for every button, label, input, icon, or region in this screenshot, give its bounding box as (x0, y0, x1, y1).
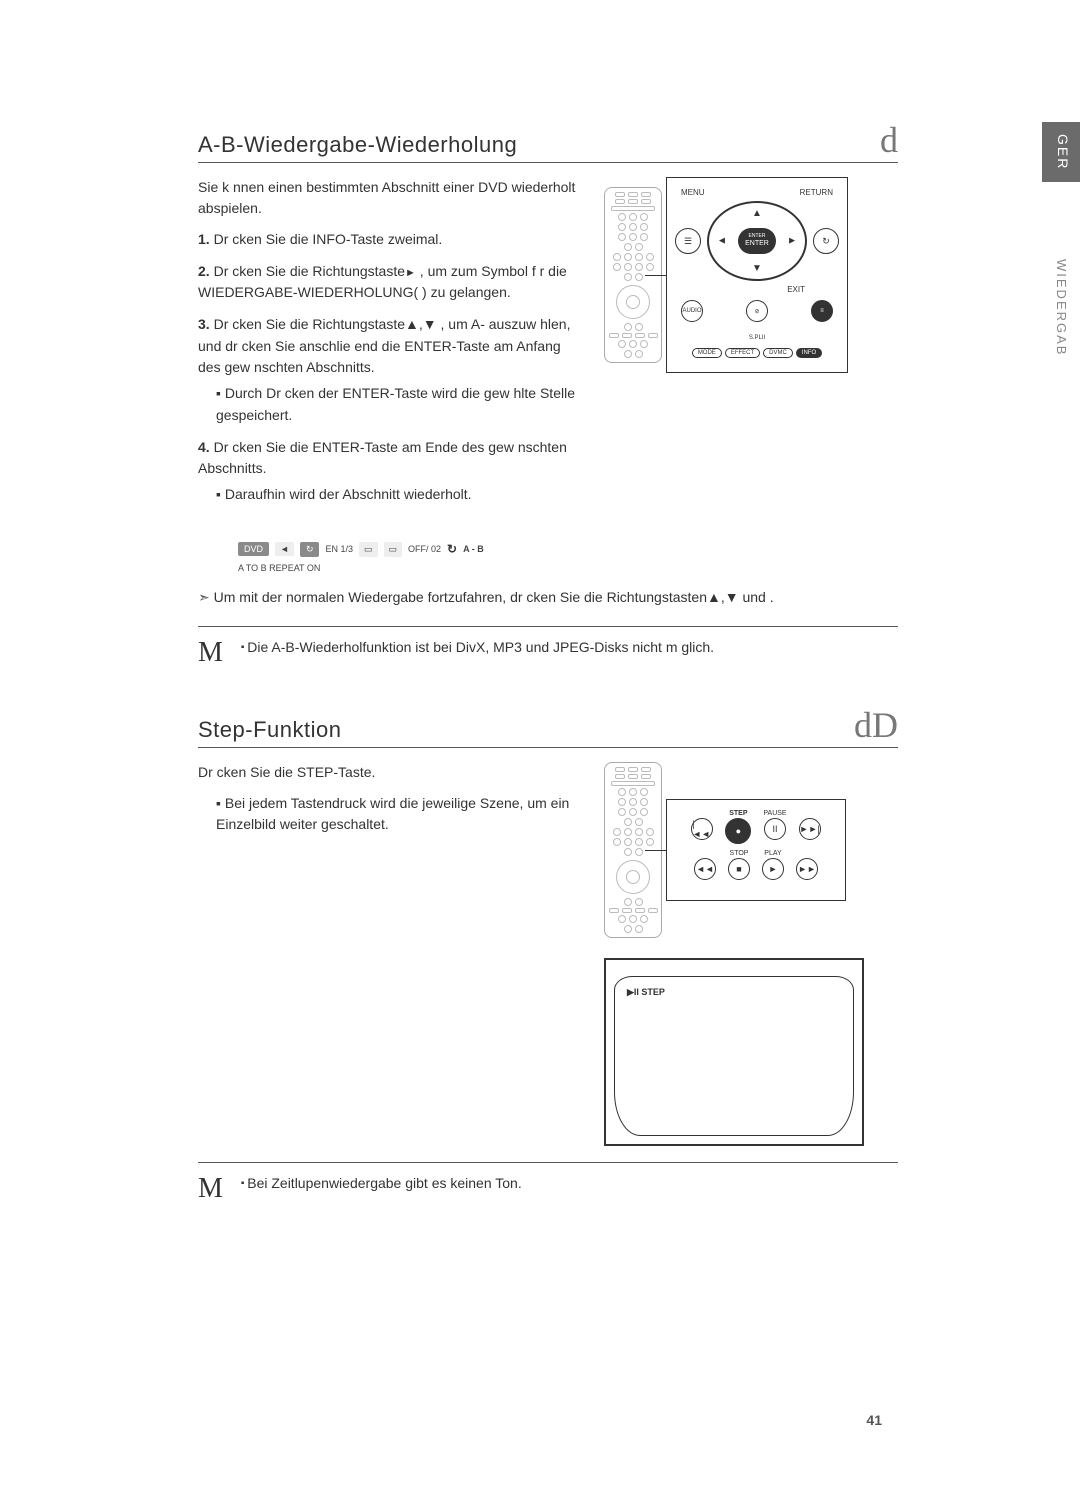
step-3-a: Dr cken Sie die Richtungstaste (214, 316, 405, 332)
return-button[interactable]: ↻ (813, 228, 839, 254)
osd-repeat2-icon: ↻ (447, 542, 457, 556)
lang-tab: GER (1042, 122, 1080, 182)
next-button[interactable]: ►►| (799, 818, 821, 840)
step-label: STEP (729, 810, 747, 817)
step-2: 2. Dr cken Sie die Richtungstaste► , um … (198, 261, 584, 304)
dpad[interactable]: ▲ ▼ ◄ ► ENTER ENTER (707, 201, 807, 281)
menu-button[interactable]: ☰ (675, 228, 701, 254)
audio-button[interactable]: AUDIO (681, 300, 703, 322)
dpad-left-icon: ◄ (717, 236, 727, 247)
section2-header: Step-Funktion dD (198, 707, 898, 748)
play-label: PLAY (764, 850, 781, 857)
osd-box1: ▭ (359, 542, 378, 557)
section1-note-text: Die A-B-Wiederholfunktion ist bei DivX, … (241, 639, 714, 655)
tv-screen: ▶II STEP (604, 958, 864, 1146)
note-mark-icon-2: M (198, 1175, 223, 1203)
osd-off: OFF/ 02 (408, 544, 441, 554)
remote-figure-2: |◄◄ STEP ● PAUSE II ►►| (604, 762, 898, 938)
remote-figure-1: MENU RETURN ☰ ▲ ▼ ◄ ► ENTER ENTER (604, 177, 898, 373)
blank-label-4 (806, 850, 808, 857)
osd-ab: A - B (463, 544, 484, 554)
section2-note: M Bei Zeitlupenwiedergabe gibt es keinen… (198, 1162, 898, 1203)
step-4: 4. Dr cken Sie die ENTER-Taste am Ende d… (198, 437, 584, 506)
transport-callout: |◄◄ STEP ● PAUSE II ►►| (666, 799, 846, 901)
step-2-a: Dr cken Sie die Richtungstaste (214, 263, 405, 279)
step-4-sub-text: Daraufhin wird der Abschnitt wiederholt. (225, 486, 472, 502)
enter-button[interactable]: ENTER ENTER (738, 228, 776, 254)
updown-tri-icon: ▲,▼ (405, 316, 437, 332)
section1-figure: MENU RETURN ☰ ▲ ▼ ◄ ► ENTER ENTER (604, 177, 898, 516)
prev-button[interactable]: |◄◄ (691, 818, 713, 840)
step-1: 1. Dr cken Sie die INFO-Taste zweimal. (198, 229, 584, 251)
mode-pill[interactable]: MODE (692, 348, 722, 358)
tv-osd-text: ▶II STEP (627, 987, 665, 998)
right-tri-icon: ► (405, 267, 416, 279)
section1-note: M Die A-B-Wiederholfunktion ist bei DivX… (198, 626, 898, 667)
section2-line2-text: Bei jedem Tastendruck wird die jeweilige… (216, 795, 569, 832)
page-content: A-B-Wiedergabe-Wiederholung d Sie k nnen… (198, 122, 898, 1243)
exit-button[interactable]: ⊘ (746, 300, 768, 322)
osd-arrow-icon: ◄ (275, 542, 294, 556)
blank-label-3 (704, 850, 706, 857)
pause-label: PAUSE (763, 810, 786, 817)
blank-label (701, 810, 703, 817)
section1-intro: Sie k nnen einen bestimmten Abschnitt ei… (198, 177, 584, 219)
step-3: 3. Dr cken Sie die Richtungstaste▲,▼ , u… (198, 314, 584, 426)
section2-note-text: Bei Zeitlupenwiedergabe gibt es keinen T… (241, 1175, 522, 1191)
blank-label-2 (809, 810, 811, 817)
dpad-down-icon: ▼ (752, 263, 762, 274)
osd-dvd: DVD (238, 542, 269, 556)
subtitle-button[interactable]: ≡ (811, 300, 833, 322)
dvmc-pill[interactable]: DVMC (763, 348, 793, 358)
step-4-sub: ▪ Daraufhin wird der Abschnitt wiederhol… (216, 484, 584, 506)
osd-repeat-icon: ↻ (300, 542, 320, 557)
ffwd-button[interactable]: ►► (796, 858, 818, 880)
section1-body: Sie k nnen einen bestimmten Abschnitt ei… (198, 177, 898, 516)
section2-line2: ▪ Bei jedem Tastendruck wird die jeweili… (216, 793, 584, 835)
step-3-sub-text: Durch Dr cken der ENTER-Taste wird die g… (216, 385, 575, 423)
section2-body: Dr cken Sie die STEP-Taste. ▪ Bei jedem … (198, 762, 898, 1146)
step-1-text: Dr cken Sie die INFO-Taste zweimal. (214, 231, 443, 247)
page-number: 41 (866, 1412, 882, 1428)
resume-line: Um mit der normalen Wiedergabe fortzufah… (198, 587, 898, 608)
stop-button[interactable]: ■ (728, 858, 750, 880)
effect-pill[interactable]: EFFECT (725, 348, 760, 358)
pls-label: S.PLII (749, 335, 765, 341)
dpad-callout: MENU RETURN ☰ ▲ ▼ ◄ ► ENTER ENTER (666, 177, 848, 373)
pause-button[interactable]: II (764, 818, 786, 840)
section1-title: A-B-Wiedergabe-Wiederholung (198, 132, 517, 158)
section1-icon: d (880, 122, 898, 158)
menu-label: MENU (681, 188, 705, 197)
step-4-text: Dr cken Sie die ENTER-Taste am Ende des … (198, 439, 567, 477)
step-3-sub: ▪ Durch Dr cken der ENTER-Taste wird die… (216, 383, 584, 426)
tv-inner: ▶II STEP (614, 976, 854, 1136)
section2-figure: |◄◄ STEP ● PAUSE II ►►| (604, 762, 898, 1146)
rew-button[interactable]: ◄◄ (694, 858, 716, 880)
info-pill[interactable]: INFO (796, 348, 822, 358)
return-label: RETURN (800, 188, 833, 197)
exit-label: EXIT (675, 285, 805, 294)
note-mark-icon: M (198, 639, 223, 667)
stop-label: STOP (730, 850, 749, 857)
pill-row: MODE EFFECT DVMC INFO (681, 348, 833, 358)
osd-box2: ▭ (384, 542, 403, 557)
section2-text: Dr cken Sie die STEP-Taste. ▪ Bei jedem … (198, 762, 584, 1146)
dpad-right-icon: ► (787, 236, 797, 247)
osd-info-bar: DVD ◄ ↻ EN 1/3 ▭ ▭ OFF/ 02 ↻ A - B (238, 542, 484, 557)
section1-steps: 1. Dr cken Sie die INFO-Taste zweimal. 2… (198, 229, 584, 506)
side-tab: GER WIEDERGAB (1042, 122, 1080, 622)
play-button[interactable]: ► (762, 858, 784, 880)
osd-lang: EN 1/3 (325, 544, 353, 554)
osd-caption: A TO B REPEAT ON (238, 563, 898, 573)
section1-header: A-B-Wiedergabe-Wiederholung d (198, 122, 898, 163)
enter-label: ENTER (745, 240, 769, 248)
dpad-up-icon: ▲ (752, 208, 762, 219)
section2-title: Step-Funktion (198, 717, 341, 743)
section-tab: WIEDERGAB (1042, 247, 1080, 368)
section1-text: Sie k nnen einen bestimmten Abschnitt ei… (198, 177, 584, 516)
section2-icon: dD (854, 707, 898, 743)
section2-line1: Dr cken Sie die STEP-Taste. (198, 762, 584, 783)
step-button[interactable]: ● (725, 818, 751, 844)
